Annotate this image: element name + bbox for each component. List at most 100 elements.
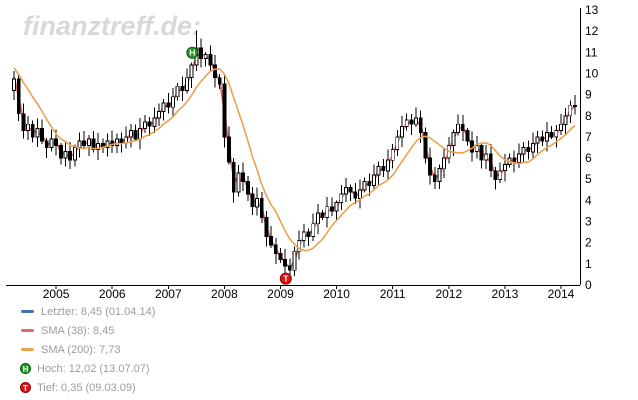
candle-body (255, 197, 260, 208)
candle-body (521, 147, 526, 155)
candle-body (530, 142, 535, 153)
legend-item-sma200: SMA (200): 7,73 (20, 340, 155, 359)
candle-body (563, 115, 568, 125)
candle-body (278, 252, 283, 261)
candle-body (549, 132, 554, 138)
legend-item-hoch: H Hoch: 12,02 (13.07.07) (20, 359, 155, 378)
x-axis-tick-label: 2005 (43, 287, 70, 301)
candle-body (512, 157, 517, 163)
candle-body (189, 64, 194, 79)
y-axis-tick-label: 7 (585, 130, 592, 144)
candle-body (362, 180, 367, 191)
y-axis-tick-label: 0 (585, 278, 592, 292)
candle-body (170, 96, 175, 108)
candle-body (72, 147, 77, 161)
x-axis-tick-label: 2010 (323, 287, 350, 301)
candle-body (526, 147, 531, 153)
sma38-line-swatch (21, 329, 34, 332)
legend-item-tief: T Tief: 0,35 (09.03.09) (20, 378, 155, 397)
candle-body (58, 144, 63, 159)
candle-body (63, 151, 68, 159)
candle-body (40, 128, 44, 142)
candle-body (381, 166, 386, 172)
candle-body (44, 140, 49, 148)
extreme-markers: HT (186, 46, 292, 285)
legend-item-sma38: SMA (38): 8,45 (20, 321, 155, 340)
y-axis-tick-label: 3 (585, 215, 592, 229)
y-axis-tick-label: 5 (585, 172, 592, 186)
candle-body (479, 144, 484, 161)
candle-body (544, 132, 549, 142)
candle-body (21, 113, 26, 132)
candle-body (465, 130, 470, 142)
candle-body (390, 149, 395, 161)
legend-label-letzter: Letzter: 8,45 (01.04.14) (41, 305, 156, 318)
legend-label-sma200: SMA (200): 7,73 (41, 343, 121, 356)
candle-body (568, 104, 573, 117)
candle-body (128, 130, 133, 138)
candle-body (414, 117, 419, 125)
candle-body (213, 64, 217, 79)
x-axis-tick-label: 2009 (267, 287, 294, 301)
candle-body (400, 125, 404, 138)
x-axis-tick-label: 2012 (435, 287, 462, 301)
y-axis-tick-label: 9 (585, 88, 592, 102)
candle-body (357, 189, 362, 199)
candle-body (180, 85, 185, 91)
candle-body (386, 159, 390, 172)
candle-body (283, 259, 288, 267)
candle-body (105, 140, 110, 148)
candle-body (119, 138, 124, 144)
candle-body (573, 104, 577, 107)
x-axis-tick-label: 2014 (548, 287, 575, 301)
candle-body (86, 138, 91, 146)
high-marker-icon: H (20, 363, 31, 374)
candle-body (297, 240, 302, 252)
legend-label-hoch: Hoch: 12,02 (13.07.07) (37, 362, 150, 375)
candle-body (91, 138, 96, 151)
candle-body (49, 138, 54, 148)
candle-body (451, 132, 456, 146)
candle-body (30, 123, 35, 138)
x-axis-tick-label: 2006 (99, 287, 126, 301)
candle-body (301, 231, 306, 242)
candle-body (264, 216, 269, 237)
candle-body (250, 193, 255, 208)
candle-body (166, 102, 171, 108)
candle-body (442, 157, 447, 170)
candle-body (241, 172, 246, 182)
candle-body (423, 132, 428, 159)
candles (12, 30, 577, 278)
candle-body (329, 206, 334, 212)
candle-body (26, 123, 30, 131)
chart-legend: Letzter: 8,45 (01.04.14) SMA (38): 8,45 … (20, 302, 155, 397)
y-axis-tick-label: 12 (585, 24, 599, 38)
candle-body (16, 78, 21, 115)
candle-body (540, 136, 545, 142)
x-axis-tick-label: 2011 (380, 287, 406, 301)
candle-body (325, 206, 330, 218)
y-axis-tick-label: 2 (585, 236, 592, 250)
candle-body (554, 130, 559, 138)
low-marker-icon: T (20, 382, 31, 393)
x-axis-tick-label: 2007 (155, 287, 182, 301)
candle-body (152, 117, 157, 127)
candle-body (208, 53, 213, 66)
candle-body (348, 187, 353, 193)
y-axis-tick-label: 6 (585, 151, 592, 165)
x-axis-tick-label: 2013 (492, 287, 519, 301)
candle-body (199, 47, 203, 60)
legend-item-letzter: Letzter: 8,45 (01.04.14) (20, 302, 155, 321)
candle-body (353, 191, 358, 199)
candle-body (488, 153, 493, 172)
candle-body (82, 140, 87, 146)
candle-body (428, 157, 433, 176)
candle-body (432, 174, 437, 182)
candle-body (259, 197, 264, 218)
candle-body (175, 85, 180, 98)
candle-body (320, 212, 325, 218)
candle-body (147, 121, 152, 127)
candle-body (535, 136, 540, 144)
candle-body (77, 140, 82, 148)
